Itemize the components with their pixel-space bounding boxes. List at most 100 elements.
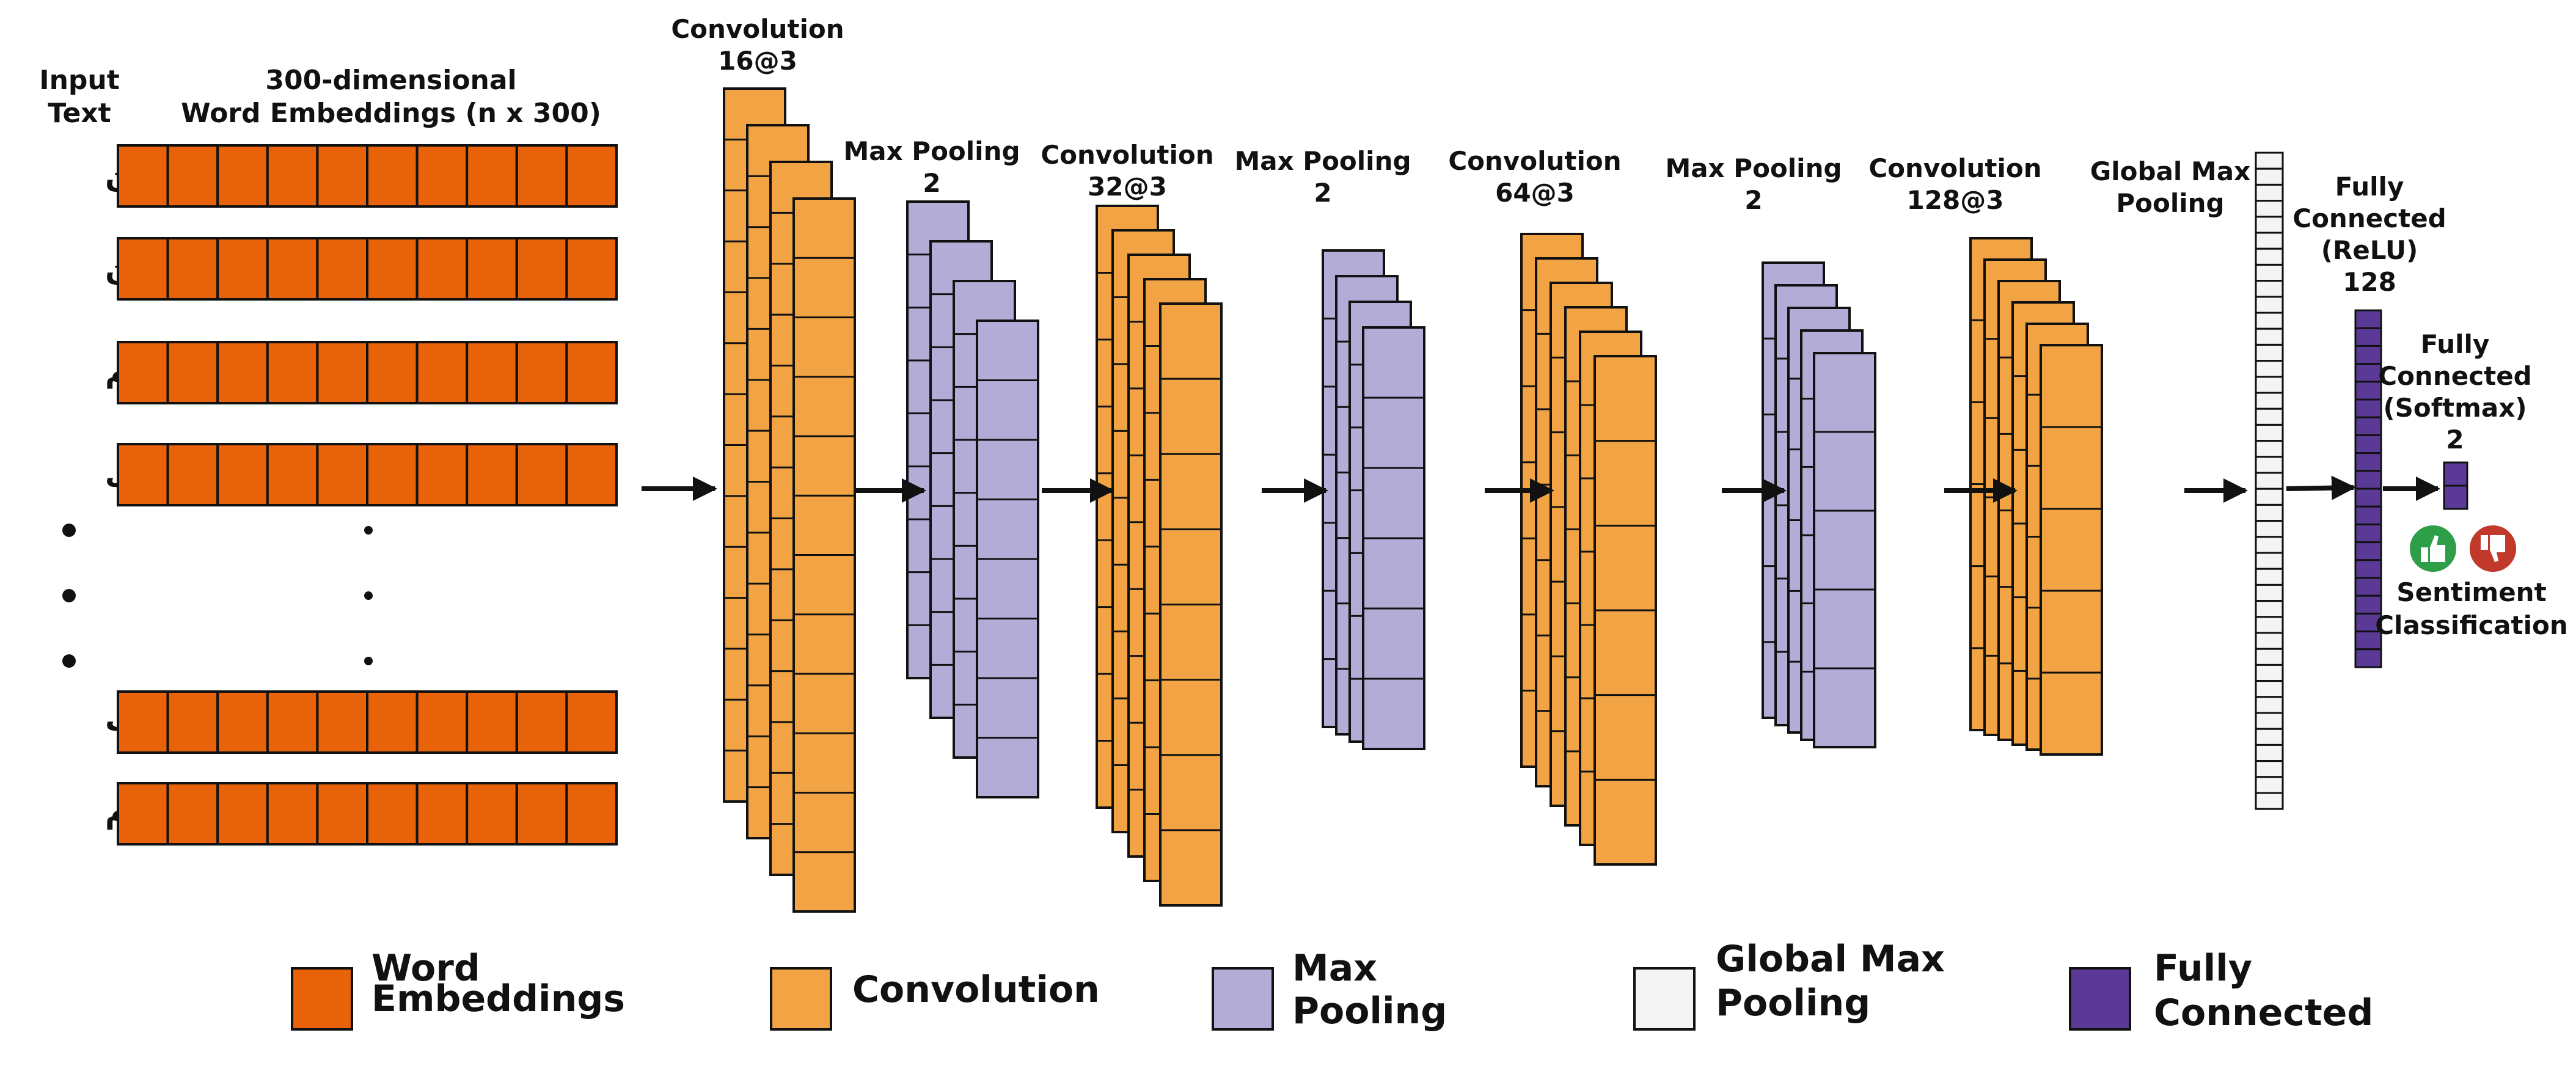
embedding-cell [166,443,219,506]
fc1-label-line-1: Fully [2335,172,2404,202]
fc-cell [2443,461,2468,487]
legend-swatch [1633,967,1696,1031]
legend-swatch [770,967,832,1031]
pool2-label-line-1: Max Pooling [1234,146,1411,176]
embedding-cell [266,341,319,404]
legend-label-line-1: Global Max [1716,938,1945,981]
embedding-cell [366,144,419,208]
fc-cell [2354,488,2382,508]
legend-swatch [1212,967,1274,1031]
legend-label-line-1: Fully [2154,947,2252,990]
gmp-cell [2255,520,2284,538]
fc-cell [2354,470,2382,490]
pool3-label-line-1: Max Pooling [1665,153,1842,183]
fully-connected-relu-column [2354,309,2382,668]
thumbs-up-icon [2407,523,2459,574]
embedding-cell [565,690,618,754]
flow-arrow [2286,475,2356,500]
conv1-label-line-1: Convolution [671,14,844,44]
conv4-label-line-2: 128@3 [1907,185,2004,215]
gmp-cell [2255,503,2284,522]
legend-label-line-2: Connected [2154,992,2373,1034]
embedding-cell [216,237,269,301]
gmp-cell [2255,232,2284,250]
gmp-cell [2255,472,2284,490]
gmp-cell [2255,712,2284,730]
conv3-label-line-1: Convolution [1448,146,1621,176]
gmp-cell [2255,680,2284,698]
embedding-cell [117,782,169,846]
thumbs-down-icon [2467,523,2519,574]
embedding-cell [415,443,469,506]
gmp-cell [2255,312,2284,330]
feature-map [2040,344,2103,756]
fc-cell [2354,505,2382,525]
legend-label-line-2: Pooling [1292,990,1447,1032]
embedding-cell [466,782,518,846]
embedding-cell [316,690,369,754]
gmp-cell [2255,488,2284,506]
fc-cell [2354,416,2382,436]
embedding-cell [117,144,169,208]
conv3-block [1520,233,1657,866]
fc-cell [2354,523,2382,544]
legend-label-line-2: Embeddings [371,977,625,1020]
pool2-label-line-2: 2 [1314,178,1331,208]
ellipsis-dot [364,526,373,535]
embedding-cell [366,690,419,754]
gmp-cell [2255,343,2284,362]
embedding-label-line-2: Word Embeddings (n x 300) [181,98,601,129]
fc-cell [2354,541,2382,561]
gmp-cell [2255,327,2284,346]
legend-label-line-2: Pooling [1716,982,1870,1025]
gmp-cell [2255,280,2284,298]
embedding-cell [316,443,369,506]
legend-label-line-1: Convolution [852,968,1100,1011]
fc2-label-line-4: 2 [2446,425,2464,455]
embedding-cell [117,690,169,754]
embedding-cell [216,341,269,404]
embedding-cell [515,782,568,846]
fc2-label-line-3: (Softmax) [2383,393,2527,423]
ellipsis-dot [364,657,373,665]
conv4-label-line-1: Convolution [1868,153,2041,183]
embedding-cell [166,237,219,301]
fc-cell [2354,434,2382,455]
embedding-cell [366,237,419,301]
pool1-label-line-1: Max Pooling [843,136,1020,166]
gmp-label-line-2: Pooling [2116,188,2224,218]
conv2-label-line-1: Convolution [1041,140,1213,170]
embedding-cell [415,237,469,301]
embedding-cell [166,341,219,404]
gmp-cell [2255,568,2284,586]
gmp-cell [2255,376,2284,394]
gmp-cell [2255,600,2284,618]
embedding-cell [166,782,219,846]
gmp-cell [2255,743,2284,762]
embedding-cell [266,782,319,846]
gmp-cell [2255,216,2284,234]
embedding-cell [515,690,568,754]
conv2-label-line-2: 32@3 [1088,172,1167,202]
gmp-cell [2255,616,2284,634]
input-text-label-line-1: Input [39,65,120,96]
legend-swatch [291,967,353,1031]
embedding-cell [117,443,169,506]
embedding-cell [316,237,369,301]
ellipsis-dot [62,524,76,537]
conv1-block [723,87,856,913]
conv4-block [1969,237,2103,756]
fc-cell [2354,612,2382,633]
fc1-label-line-4: 128 [2343,267,2396,297]
embedding-row: این [105,237,618,301]
conv3-label-line-2: 64@3 [1495,178,1575,208]
embedding-row: خیلی [105,443,618,506]
fc1-label-line-2: Connected [2292,203,2446,233]
fc-cell [2354,559,2382,579]
